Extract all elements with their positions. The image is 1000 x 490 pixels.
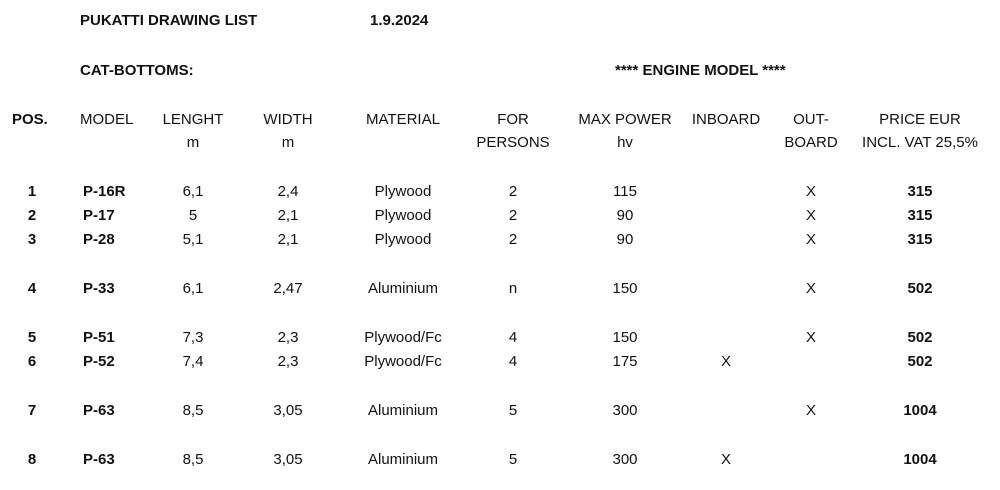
col-persons: FOR xyxy=(497,111,529,128)
cell-width: 2,4 xyxy=(277,183,299,200)
cell-price: 502 xyxy=(907,329,933,346)
cell-outboard: X xyxy=(805,183,817,200)
cell-material: Plywood xyxy=(374,207,432,224)
cell-model: P-63 xyxy=(83,402,115,419)
cell-width: 2,1 xyxy=(277,231,299,248)
cell-width: 3,05 xyxy=(273,402,303,419)
cell-length: 5 xyxy=(188,207,198,224)
col-length: LENGHT xyxy=(162,111,224,128)
cell-material: Plywood/Fc xyxy=(364,329,442,346)
cell-model: P-52 xyxy=(83,353,115,370)
cell-price: 502 xyxy=(907,280,933,297)
cell-persons: 5 xyxy=(508,402,518,419)
cell-outboard: X xyxy=(805,231,817,248)
col-inboard: INBOARD xyxy=(691,111,761,128)
cell-material: Aluminium xyxy=(367,402,439,419)
cell-width: 2,3 xyxy=(277,329,299,346)
cell-length: 7,4 xyxy=(182,353,204,370)
cell-persons: 5 xyxy=(508,451,518,468)
cell-width: 3,05 xyxy=(273,451,303,468)
cell-length: 5,1 xyxy=(182,231,204,248)
cell-pos: 1 xyxy=(27,183,37,200)
col-outboard-2: BOARD xyxy=(784,134,838,151)
cell-width: 2,3 xyxy=(277,353,299,370)
cell-material: Aluminium xyxy=(367,280,439,297)
cell-pos: 3 xyxy=(27,231,37,248)
cell-model: P-28 xyxy=(83,231,115,248)
col-power-unit: hv xyxy=(617,134,633,151)
cell-model: P-51 xyxy=(83,329,115,346)
engine-model-header: **** ENGINE MODEL **** xyxy=(615,62,786,79)
cell-outboard: X xyxy=(805,280,817,297)
cell-inboard: X xyxy=(720,353,732,370)
cell-power: 300 xyxy=(612,451,638,468)
cell-power: 90 xyxy=(616,231,634,248)
col-length-unit: m xyxy=(186,134,200,151)
cell-model: P-63 xyxy=(83,451,115,468)
col-power: MAX POWER xyxy=(578,111,672,128)
cell-material: Plywood xyxy=(374,183,432,200)
cell-pos: 7 xyxy=(27,402,37,419)
cell-power: 90 xyxy=(616,207,634,224)
cell-material: Plywood xyxy=(374,231,432,248)
cell-outboard: X xyxy=(805,402,817,419)
cell-persons: n xyxy=(508,280,518,297)
cell-length: 8,5 xyxy=(182,451,204,468)
cell-price: 1004 xyxy=(903,402,937,419)
cell-power: 115 xyxy=(613,183,637,200)
cell-inboard: X xyxy=(720,451,732,468)
cell-power: 150 xyxy=(612,280,638,297)
cell-persons: 4 xyxy=(508,353,518,370)
cell-price: 502 xyxy=(907,353,933,370)
col-model: MODEL xyxy=(80,111,134,128)
cell-persons: 2 xyxy=(508,183,518,200)
cell-model: P-33 xyxy=(83,280,115,297)
cell-pos: 4 xyxy=(27,280,37,297)
cell-length: 6,1 xyxy=(182,280,204,297)
cell-persons: 2 xyxy=(508,207,518,224)
cell-length: 8,5 xyxy=(182,402,204,419)
cell-outboard: X xyxy=(805,207,817,224)
col-price: PRICE EUR xyxy=(879,111,961,128)
cell-width: 2,47 xyxy=(273,280,303,297)
cell-pos: 2 xyxy=(27,207,37,224)
col-pos: POS. xyxy=(12,111,48,128)
cell-model: P-17 xyxy=(83,207,115,224)
cell-persons: 4 xyxy=(508,329,518,346)
col-material: MATERIAL xyxy=(366,111,440,128)
cell-length: 6,1 xyxy=(182,183,204,200)
document-title: PUKATTI DRAWING LIST xyxy=(80,12,258,29)
cell-model: P-16R xyxy=(83,183,126,200)
cell-pos: 8 xyxy=(27,451,37,468)
cell-width: 2,1 xyxy=(277,207,299,224)
cell-outboard: X xyxy=(805,329,817,346)
col-width-unit: m xyxy=(281,134,295,151)
cell-price: 315 xyxy=(907,207,933,224)
cell-power: 150 xyxy=(612,329,638,346)
cell-pos: 5 xyxy=(27,329,37,346)
col-width: WIDTH xyxy=(263,111,313,128)
col-outboard: OUT- xyxy=(793,111,829,128)
section-title: CAT-BOTTOMS: xyxy=(80,62,194,79)
cell-length: 7,3 xyxy=(182,329,204,346)
col-persons-2: PERSONS xyxy=(476,134,550,151)
cell-power: 175 xyxy=(612,353,638,370)
document-date: 1.9.2024 xyxy=(370,12,429,29)
cell-power: 300 xyxy=(612,402,638,419)
cell-price: 315 xyxy=(907,183,933,200)
cell-persons: 2 xyxy=(508,231,518,248)
cell-price: 1004 xyxy=(903,451,937,468)
cell-material: Aluminium xyxy=(367,451,439,468)
cell-price: 315 xyxy=(907,231,933,248)
cell-pos: 6 xyxy=(27,353,37,370)
cell-material: Plywood/Fc xyxy=(364,353,442,370)
col-price-2: INCL. VAT 25,5% xyxy=(862,134,978,151)
